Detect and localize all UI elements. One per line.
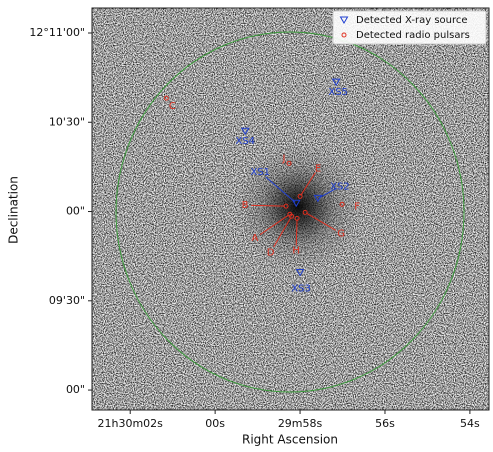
pulsar-marker [339, 201, 345, 207]
pointer-arrow [273, 217, 292, 248]
field-circle [115, 31, 465, 393]
xray-marker [331, 78, 341, 87]
legend: Detected X-ray source Detected radio puls… [332, 10, 487, 45]
xray-marker [240, 127, 250, 136]
source-label: XS3 [291, 284, 311, 295]
pointer-arrow [265, 176, 296, 203]
source-label: B [242, 200, 249, 211]
legend-marker [341, 32, 347, 38]
source-label: XS5 [328, 87, 348, 98]
source-label: D [267, 247, 275, 258]
pulsar-marker [283, 203, 289, 209]
pulsar-marker [163, 95, 169, 101]
source-label: XS1 [250, 167, 270, 178]
pointer-arrow [300, 172, 316, 196]
x-tick-label: 56s [375, 417, 395, 430]
pulsar-marker [294, 215, 300, 221]
source-label: C [169, 101, 176, 112]
legend-box [332, 10, 487, 45]
y-tick-label: 00" [66, 205, 85, 218]
source-label: F [354, 201, 360, 212]
x-tick-label: 54s [460, 417, 480, 430]
legend-label: Detected X-ray source [356, 15, 468, 26]
pulsar-marker [289, 213, 295, 219]
xray-marker [313, 194, 323, 203]
source-label: E [315, 163, 321, 174]
source-label: J [282, 153, 286, 164]
y-tick-label: 12°11'00" [29, 26, 85, 39]
plot-frame [91, 7, 490, 411]
x-tick-label: 29m58s [278, 417, 323, 430]
x-tick-label: 00s [205, 417, 225, 430]
legend-marker [339, 16, 349, 24]
source-label: XS2 [330, 181, 350, 192]
x-axis-title: Right Ascension [242, 433, 338, 447]
pulsar-marker [302, 209, 308, 215]
y-tick-label: 00" [66, 383, 85, 396]
xray-marker [295, 269, 305, 277]
source-core [233, 142, 363, 272]
y-tick-label: 10'30" [49, 115, 85, 128]
source-label: XS4 [235, 136, 255, 147]
pointer-arrow [295, 219, 298, 246]
pointer-arrow [318, 187, 337, 199]
pulsar-marker [286, 160, 292, 166]
pulsar-marker [297, 193, 303, 199]
source-label: A [251, 233, 258, 244]
pointer-arrow [251, 204, 285, 207]
x-tick-label: 21h30m02s [98, 417, 164, 430]
pointer-arrow [306, 212, 337, 231]
legend-label: Detected radio pulsars [356, 30, 470, 41]
source-label: H [292, 245, 300, 256]
source-label: G [337, 228, 345, 239]
xray-marker [291, 199, 301, 208]
y-tick-label: 09'30" [49, 294, 85, 307]
y-axis-title: Declination [7, 176, 21, 244]
pointer-arrow [259, 214, 289, 236]
